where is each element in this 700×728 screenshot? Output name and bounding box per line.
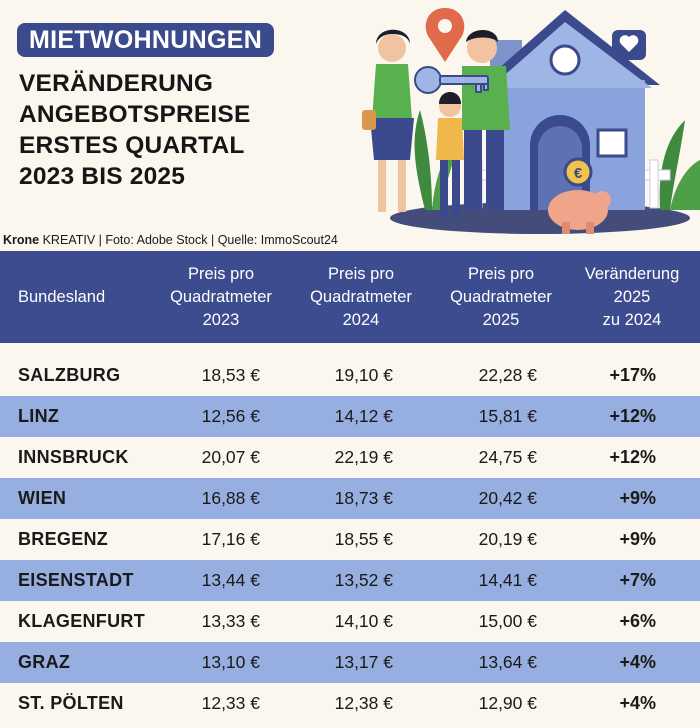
price-2024-cell: 18,73 € (334, 488, 393, 508)
price-2023-cell: 17,16 € (201, 529, 260, 549)
column-header: Veränderung 2025 zu 2024 (584, 264, 680, 329)
table-row: SALZBURG 18,53 € 19,10 € 22,28 € +17% (0, 355, 700, 396)
change-cell: +9% (619, 488, 656, 508)
table-row: GRAZ 13,10 € 13,17 € 13,64 € +4% (0, 642, 700, 683)
price-2025-cell: 20,42 € (478, 488, 537, 508)
change-cell: +4% (619, 652, 656, 672)
location-pin-icon (425, 8, 465, 62)
price-2025-cell: 12,90 € (478, 693, 537, 713)
source-credit: Krone KREATIV | Foto: Adobe Stock | Quel… (3, 233, 338, 247)
price-2025-cell: 24,75 € (478, 447, 537, 467)
price-2023-cell: 13,10 € (201, 652, 260, 672)
table-row: LINZ 12,56 € 14,12 € 15,81 € +12% (0, 396, 700, 437)
heart-icon (612, 30, 646, 60)
piggy-bank-icon (548, 190, 611, 234)
price-2023-cell: 13,44 € (201, 570, 260, 590)
table-row: BREGENZ 17,16 € 18,55 € 20,19 € +9% (0, 519, 700, 560)
euro-coin-icon: € (563, 157, 593, 187)
change-cell: +9% (619, 529, 656, 549)
table-row: INNSBRUCK 20,07 € 22,19 € 24,75 € +12% (0, 437, 700, 478)
change-cell: +4% (619, 693, 656, 713)
price-2023-cell: 13,33 € (201, 611, 260, 631)
table-row: KLAGENFURT 13,33 € 14,10 € 15,00 € +6% (0, 601, 700, 642)
change-cell: +17% (609, 365, 656, 385)
table-header: Bundesland Preis pro Quadratmeter 2023 Pre… (0, 251, 700, 343)
house-icon (480, 10, 660, 210)
credit-text: KREATIV | Foto: Adobe Stock | Quelle: Im… (39, 233, 338, 247)
price-table: Bundesland Preis pro Quadratmeter 2023 Pre… (0, 251, 700, 724)
price-2023-cell: 18,53 € (201, 365, 260, 385)
bundesland-cell: ST. PÖLTEN (18, 693, 124, 713)
change-cell: +12% (609, 406, 656, 426)
price-2023-cell: 12,33 € (201, 693, 260, 713)
column-header: Preis pro Quadratmeter 2024 (310, 264, 412, 329)
price-2024-cell: 13,52 € (334, 570, 393, 590)
change-cell: +6% (619, 611, 656, 631)
bundesland-cell: GRAZ (18, 652, 71, 672)
bundesland-cell: KLAGENFURT (18, 611, 145, 631)
column-header: Bundesland (18, 287, 106, 306)
category-tag: MIETWOHNUNGEN (17, 23, 275, 57)
change-cell: +12% (609, 447, 656, 467)
page-title: VERÄNDERUNG ANGEBOTSPREISE ERSTES QUARTA… (19, 68, 349, 192)
price-2024-cell: 18,55 € (334, 529, 393, 549)
bundesland-cell: WIEN (18, 488, 67, 508)
title-line: 2023 BIS 2025 (19, 163, 186, 190)
table-row: ST. PÖLTEN 12,33 € 12,38 € 12,90 € +4% (0, 683, 700, 724)
table-row: WIEN 16,88 € 18,73 € 20,42 € +9% (0, 478, 700, 519)
key-icon (414, 66, 489, 94)
header: MIETWOHNUNGEN VERÄNDERUNG ANGEBOTSPREISE… (0, 0, 700, 250)
bundesland-cell: SALZBURG (18, 365, 121, 385)
table-body: SALZBURG 18,53 € 19,10 € 22,28 € +17% LINZ 12,… (0, 355, 700, 724)
price-2024-cell: 19,10 € (334, 365, 393, 385)
price-2025-cell: 15,81 € (478, 406, 537, 426)
family-house-illustration: € (362, 8, 700, 234)
bundesland-cell: LINZ (18, 406, 60, 426)
table-row: EISENSTADT 13,44 € 13,52 € 14,41 € +7% (0, 560, 700, 601)
price-2024-cell: 12,38 € (334, 693, 393, 713)
price-2025-cell: 14,41 € (478, 570, 537, 590)
price-2025-cell: 22,28 € (478, 365, 537, 385)
price-2024-cell: 22,19 € (334, 447, 393, 467)
title-line: ANGEBOTSPREISE (19, 101, 251, 128)
price-2025-cell: 20,19 € (478, 529, 537, 549)
bundesland-cell: EISENSTADT (18, 570, 134, 590)
title-line: ERSTES QUARTAL (19, 132, 245, 159)
price-2025-cell: 15,00 € (478, 611, 537, 631)
column-header: Preis pro Quadratmeter 2023 (170, 264, 272, 329)
price-2023-cell: 12,56 € (201, 406, 260, 426)
price-2024-cell: 14,10 € (334, 611, 393, 631)
bundesland-cell: INNSBRUCK (18, 447, 129, 467)
price-2023-cell: 20,07 € (201, 447, 260, 467)
price-2023-cell: 16,88 € (201, 488, 260, 508)
credit-brand: Krone (3, 233, 40, 247)
price-2024-cell: 13,17 € (334, 652, 393, 672)
column-header: Preis pro Quadratmeter 2025 (450, 264, 552, 329)
svg-text:€: € (574, 165, 583, 182)
title-line: VERÄNDERUNG (19, 70, 214, 97)
change-cell: +7% (619, 570, 656, 590)
price-2025-cell: 13,64 € (478, 652, 537, 672)
bundesland-cell: BREGENZ (18, 529, 109, 549)
price-2024-cell: 14,12 € (334, 406, 393, 426)
